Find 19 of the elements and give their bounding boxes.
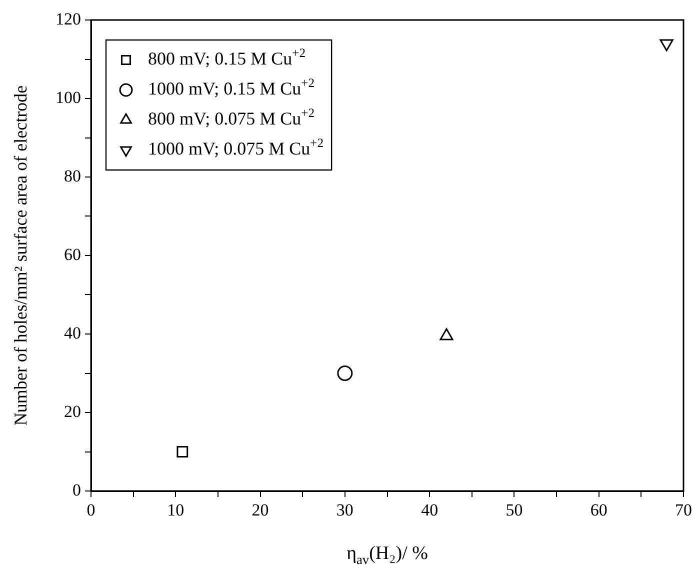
y-axis-title: Number of holes/mm² surface area of electrode (10, 85, 31, 426)
x-tick-label: 60 (590, 500, 608, 520)
point (176, 446, 188, 458)
x-tick-label: 20 (252, 500, 269, 520)
point (337, 366, 353, 381)
x-tick-label: 30 (336, 500, 354, 520)
x-tick-label: 70 (675, 500, 692, 520)
y-tick-label: 100 (56, 88, 81, 107)
y-tick-label: 20 (64, 402, 81, 421)
y-tick-label: 60 (64, 244, 81, 264)
y-tick-label: 0 (72, 480, 81, 500)
x-tick-label: 0 (86, 500, 96, 520)
x-tick-label: 50 (506, 500, 523, 520)
y-tick-label: 40 (64, 323, 81, 342)
x-tick-label: 40 (421, 500, 438, 520)
y-tick-label: 120 (56, 9, 81, 28)
point (660, 39, 674, 52)
x-tick-label: 10 (167, 500, 184, 520)
y-tick-label: 80 (64, 166, 81, 186)
